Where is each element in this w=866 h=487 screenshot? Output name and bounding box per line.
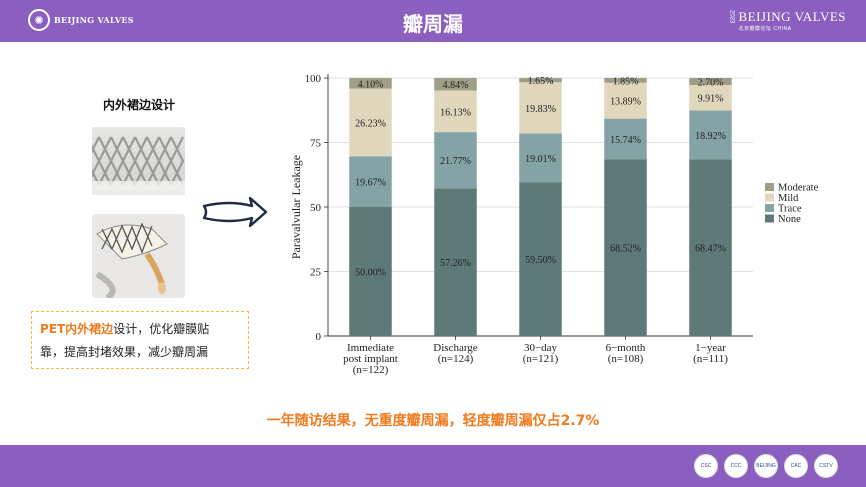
y-tick-label: 50 bbox=[310, 202, 322, 214]
logo-right-text: BEIJING VALVES bbox=[738, 9, 846, 24]
valve-skirt-photo bbox=[92, 127, 185, 195]
data-label: 19.01% bbox=[525, 154, 556, 165]
x-tick-label: (n=121) bbox=[523, 353, 559, 365]
bar-segment-mild bbox=[689, 84, 732, 111]
data-label: 18.92% bbox=[695, 131, 726, 142]
beijing-valves-logo-right: 2023 BEIJING VALVES 北京瓣膜论坛 CHINA bbox=[728, 9, 846, 32]
logo-year: 2023 bbox=[728, 10, 735, 24]
data-label: 1.65% bbox=[528, 76, 554, 87]
bar-segment-moderate bbox=[604, 78, 647, 83]
x-tick-label: 1−year bbox=[695, 342, 726, 354]
y-tick-label: 100 bbox=[305, 73, 322, 85]
sponsor-logo: CSTV bbox=[814, 454, 838, 478]
y-tick-label: 25 bbox=[310, 267, 322, 279]
data-label: 15.74% bbox=[610, 135, 641, 146]
bar-segment-moderate bbox=[519, 78, 562, 83]
data-label: 1.85% bbox=[613, 76, 639, 87]
data-label: 13.89% bbox=[610, 97, 641, 108]
x-tick-label: (n=124) bbox=[438, 353, 474, 365]
design-note-box: PET内外裙边设计，优化瓣膜贴 靠，提高封堵效果，减少瓣周漏 bbox=[31, 311, 249, 369]
sponsor-logo: CAC bbox=[784, 454, 808, 478]
data-label: 16.13% bbox=[440, 107, 471, 118]
legend-label: Trace bbox=[778, 204, 802, 215]
data-label: 2.70% bbox=[698, 77, 724, 88]
x-tick-label: 30−day bbox=[524, 342, 558, 354]
bar-segment-trace bbox=[689, 110, 732, 160]
x-tick-label: (n=122) bbox=[353, 364, 389, 376]
bar-segment-moderate bbox=[689, 78, 732, 85]
data-label: 26.23% bbox=[355, 118, 386, 129]
valve-delivery-photo bbox=[92, 214, 185, 298]
x-tick-label: (n=108) bbox=[608, 353, 644, 365]
sponsor-logo: CCC bbox=[724, 454, 748, 478]
bar-segment-mild bbox=[349, 88, 392, 157]
sponsor-logos: CSC CCC BEIJING CAC CSTV bbox=[694, 454, 838, 478]
y-tick-label: 0 bbox=[316, 331, 322, 343]
legend-label: Mild bbox=[778, 193, 799, 204]
bar-segment-trace bbox=[519, 133, 562, 183]
legend-swatch-none bbox=[765, 214, 774, 223]
legend-swatch-moderate bbox=[765, 183, 774, 191]
note-line-1: PET内外裙边设计，优化瓣膜贴 bbox=[40, 318, 240, 341]
sponsor-logo: CSC bbox=[694, 454, 718, 478]
bar-segment-mild bbox=[604, 82, 647, 119]
bar-segment-mild bbox=[519, 82, 562, 134]
logo-left-text: BEIJING VALVES bbox=[54, 15, 134, 25]
bar-segment-none bbox=[689, 159, 732, 336]
slide-title: 瓣周漏 bbox=[403, 12, 463, 36]
conclusion-text: 一年随访结果，无重度瓣周漏，轻度瓣周漏仅占2.7% bbox=[266, 413, 600, 429]
sun-logo-icon: ✺ bbox=[28, 9, 50, 31]
data-label: 68.52% bbox=[610, 244, 641, 255]
note-line-1-rest: 设计，优化瓣膜贴 bbox=[113, 322, 210, 336]
y-axis-label: Paravalvular Leakage bbox=[290, 155, 303, 259]
data-label: 68.47% bbox=[695, 244, 726, 255]
legend-swatch-trace bbox=[765, 204, 774, 212]
footer-bar: CSC CCC BEIJING CAC CSTV bbox=[0, 445, 866, 487]
data-label: 19.67% bbox=[355, 178, 386, 189]
x-tick-label: 6−month bbox=[606, 342, 646, 354]
x-tick-label: (n=111) bbox=[693, 353, 728, 365]
x-tick-label: post implant bbox=[343, 353, 398, 365]
design-title: 内外裙边设计 bbox=[103, 98, 176, 112]
bar-segment-none bbox=[604, 159, 647, 336]
bar-segment-none bbox=[519, 182, 562, 336]
x-tick-label: Discharge bbox=[433, 342, 478, 354]
bar-segment-trace bbox=[434, 132, 477, 189]
bar-segment-moderate bbox=[434, 78, 477, 91]
beijing-valves-logo: ✺ BEIJING VALVES bbox=[28, 9, 134, 31]
data-label: 4.10% bbox=[358, 79, 384, 90]
data-label: 50.00% bbox=[355, 268, 386, 279]
bar-segment-none bbox=[434, 188, 477, 336]
right-arrow-icon bbox=[202, 196, 268, 228]
bar-segment-mild bbox=[434, 90, 477, 133]
x-tick-label: Immediate bbox=[347, 342, 394, 354]
note-highlight: PET内外裙边 bbox=[40, 322, 114, 336]
data-label: 57.26% bbox=[440, 258, 471, 269]
logo-right-subtitle: 北京瓣膜论坛 CHINA bbox=[738, 26, 792, 32]
data-label: 59.50% bbox=[525, 255, 556, 266]
note-line-2: 靠，提高封堵效果，减少瓣周漏 bbox=[40, 345, 209, 359]
paravalvular-leakage-chart: 0 25 50 75 100 Paravalvular Leakage 50.00% 19.6… bbox=[290, 73, 819, 376]
legend-swatch-mild bbox=[765, 193, 774, 202]
bar-segment-trace bbox=[349, 156, 392, 207]
legend-label: None bbox=[778, 214, 801, 225]
y-tick-label: 75 bbox=[310, 138, 322, 150]
data-label: 21.77% bbox=[440, 156, 471, 167]
data-label: 19.83% bbox=[525, 104, 556, 115]
data-label: 4.84% bbox=[443, 80, 469, 91]
bar-segment-trace bbox=[604, 118, 647, 160]
bar-segment-moderate bbox=[349, 78, 392, 89]
bar-segment-none bbox=[349, 207, 392, 336]
header-bar: ✺ BEIJING VALVES 瓣周漏 2023 BEIJING VALVES… bbox=[0, 0, 866, 42]
sponsor-logo: BEIJING bbox=[754, 454, 778, 478]
data-label: 9.91% bbox=[698, 94, 724, 105]
legend-label: Moderate bbox=[778, 183, 819, 194]
